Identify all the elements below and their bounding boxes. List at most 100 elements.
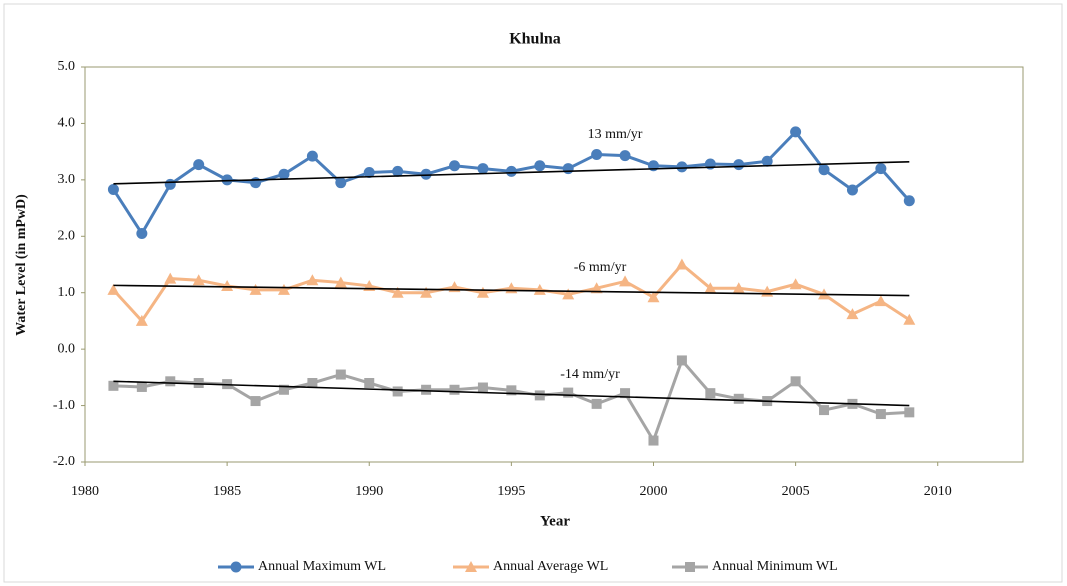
y-tick-label: -2.0 — [53, 454, 75, 469]
y-tick-label: 2.0 — [58, 229, 76, 244]
data-point — [449, 384, 460, 395]
y-tick-label: 4.0 — [58, 116, 76, 131]
data-point — [846, 184, 858, 196]
x-tick-label: 2005 — [782, 484, 810, 499]
data-point — [278, 384, 289, 395]
x-tick-label: 2010 — [924, 484, 952, 499]
data-point — [761, 155, 773, 167]
data-point — [534, 390, 545, 401]
data-point — [334, 276, 347, 288]
data-point — [277, 283, 290, 295]
legend-marker — [230, 561, 242, 573]
data-point — [676, 161, 688, 173]
data-point — [790, 126, 802, 138]
data-point — [136, 381, 147, 392]
data-point — [733, 393, 744, 404]
data-point — [818, 164, 830, 176]
data-point — [165, 376, 176, 387]
y-tick-label: 1.0 — [58, 285, 76, 300]
data-point — [221, 279, 234, 291]
data-point — [307, 378, 318, 388]
data-point — [221, 174, 233, 186]
data-point — [135, 314, 148, 326]
data-point — [875, 163, 887, 175]
y-tick-label: 3.0 — [58, 172, 76, 187]
data-point — [875, 409, 886, 420]
data-point — [421, 384, 432, 395]
data-point — [562, 288, 575, 300]
data-point — [619, 275, 632, 287]
data-point — [648, 435, 659, 446]
data-point — [306, 150, 318, 162]
data-point — [391, 286, 404, 298]
trend-label: -14 mm/yr — [560, 367, 620, 382]
data-point — [420, 168, 432, 180]
data-point — [733, 159, 745, 171]
x-tick-label: 2000 — [639, 484, 667, 499]
data-point — [819, 405, 830, 416]
x-tick-label: 1990 — [355, 484, 383, 499]
data-point — [591, 148, 603, 160]
data-point — [392, 165, 404, 177]
data-point — [164, 272, 177, 284]
y-axis-title: Water Level (in mPwD) — [14, 194, 29, 336]
data-point — [249, 283, 262, 295]
x-axis-title: Year — [540, 513, 570, 529]
data-point — [790, 376, 801, 387]
data-point — [477, 163, 489, 175]
y-tick-label: -1.0 — [53, 398, 75, 413]
data-point — [278, 168, 290, 180]
y-tick-label: 0.0 — [58, 341, 76, 356]
data-point — [590, 282, 603, 294]
data-point — [335, 369, 346, 380]
data-point — [107, 283, 120, 295]
data-point — [250, 177, 262, 189]
data-point — [903, 313, 916, 325]
data-point — [619, 150, 631, 162]
data-point — [164, 178, 176, 190]
data-point — [364, 378, 375, 388]
data-point — [620, 388, 631, 399]
chart-title: Khulna — [509, 31, 561, 48]
x-tick-label: 1995 — [497, 484, 525, 499]
data-point — [107, 183, 119, 195]
data-point — [505, 165, 517, 177]
legend-label: Annual Maximum WL — [258, 559, 386, 574]
data-point — [420, 286, 433, 298]
data-point — [534, 160, 546, 172]
legend-marker — [465, 561, 477, 572]
legend-label: Annual Minimum WL — [712, 559, 838, 574]
data-point — [108, 380, 119, 391]
plot-area — [84, 66, 1024, 463]
data-point — [192, 274, 205, 286]
data-point — [533, 283, 546, 295]
data-point — [732, 282, 745, 294]
y-tick-label: 5.0 — [58, 59, 76, 74]
data-point — [335, 177, 347, 189]
legend-marker — [685, 562, 695, 572]
data-point — [647, 291, 660, 303]
data-point — [562, 163, 574, 175]
data-point — [306, 274, 319, 286]
data-point — [449, 160, 461, 172]
data-point — [846, 308, 859, 320]
data-point — [903, 195, 915, 207]
legend-label: Annual Average WL — [493, 559, 608, 574]
data-point — [676, 355, 687, 366]
data-point — [704, 282, 717, 294]
trend-label: 13 mm/yr — [588, 127, 643, 142]
data-point — [591, 398, 602, 409]
data-point — [250, 396, 261, 407]
data-point — [563, 387, 574, 398]
data-point — [675, 258, 688, 270]
data-point — [136, 227, 148, 239]
trendline — [113, 161, 910, 185]
data-point — [789, 278, 802, 290]
chart-frame — [3, 3, 1063, 583]
trend-label: -6 mm/yr — [574, 260, 627, 275]
data-point — [193, 159, 205, 171]
data-point — [193, 378, 204, 388]
x-tick-label: 1980 — [71, 484, 99, 499]
data-point — [392, 386, 403, 397]
